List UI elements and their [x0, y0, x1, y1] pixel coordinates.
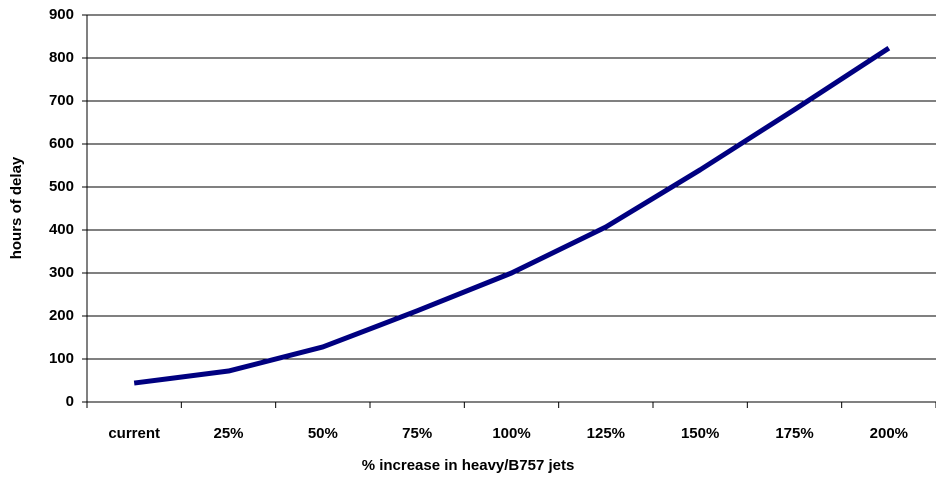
x-tick-label: 100% — [492, 425, 530, 442]
x-tick-label: 50% — [308, 425, 338, 442]
x-tick-label: current — [108, 425, 160, 442]
y-tick-label: 600 — [49, 135, 74, 152]
data-line — [133, 46, 891, 386]
x-tick-label: 75% — [402, 425, 432, 442]
y-tick-label: 800 — [49, 49, 74, 66]
x-axis-label: % increase in heavy/B757 jets — [362, 457, 575, 474]
y-tick-label: 400 — [49, 221, 74, 238]
y-tick-label: 900 — [49, 6, 74, 23]
y-tick-label: 0 — [66, 393, 74, 410]
x-tick-label: 200% — [870, 425, 908, 442]
y-tick-label: 300 — [49, 264, 74, 281]
y-tick-label: 500 — [49, 178, 74, 195]
y-tick-label: 700 — [49, 92, 74, 109]
x-tick-label: 125% — [587, 425, 625, 442]
y-axis-label: hours of delay — [8, 156, 25, 259]
x-tick-label: 175% — [775, 425, 813, 442]
x-tick-label: 25% — [213, 425, 243, 442]
y-tick-label: 100 — [49, 350, 74, 367]
y-tick-label: 200 — [49, 307, 74, 324]
x-tick-label: 150% — [681, 425, 719, 442]
